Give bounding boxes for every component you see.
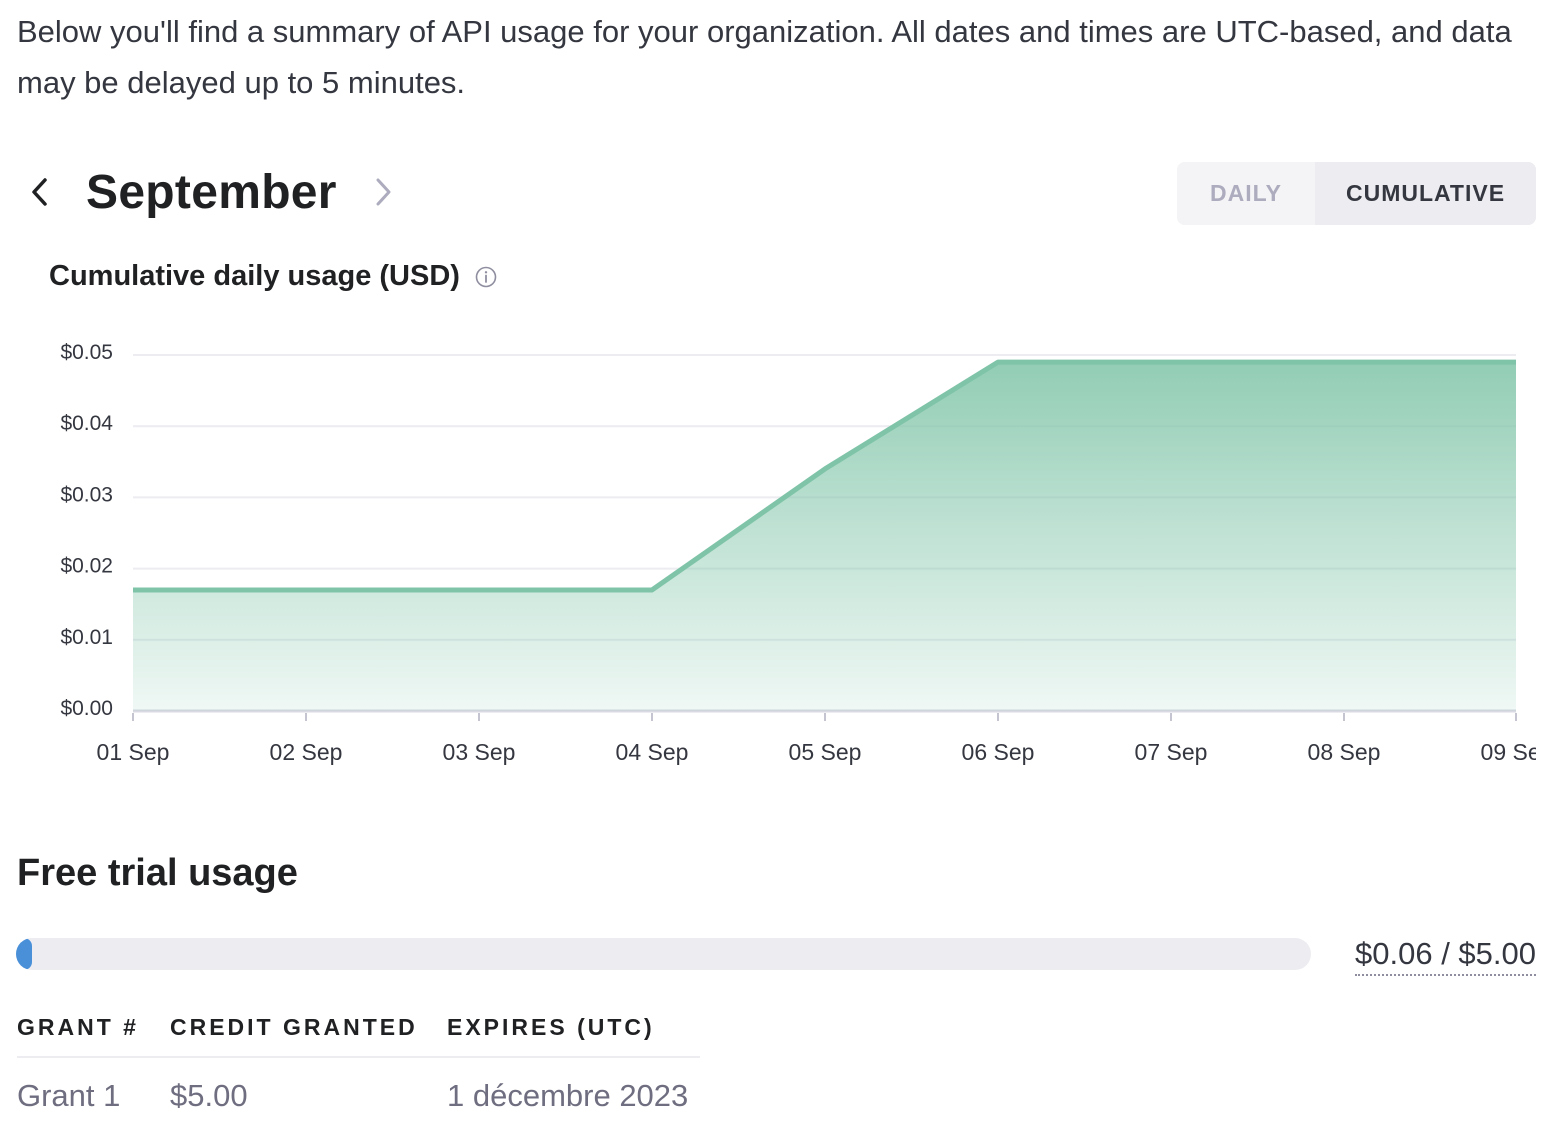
chart-title: Cumulative daily usage (USD) <box>49 260 460 292</box>
x-tick-label: 03 Sep <box>443 739 516 765</box>
month-navigation: September <box>20 160 403 224</box>
y-tick-label: $0.03 <box>60 483 113 506</box>
view-toggle: DAILY CUMULATIVE <box>1177 162 1536 225</box>
y-tick-label: $0.00 <box>60 697 113 720</box>
usage-area <box>133 362 1516 711</box>
free-trial-title: Free trial usage <box>17 852 298 894</box>
grants-table: GRANT # CREDIT GRANTED EXPIRES (UTC) Gra… <box>17 1006 700 1114</box>
column-header-expires: EXPIRES (UTC) <box>447 1006 700 1058</box>
next-month-button[interactable] <box>363 172 403 212</box>
x-tick-label: 07 Sep <box>1135 739 1208 765</box>
grant-expiry: 1 décembre 2023 <box>447 1078 689 1113</box>
free-trial-usage-amount[interactable]: $0.06 / $5.00 <box>1355 936 1536 976</box>
free-trial-progress-fill <box>16 938 32 970</box>
chart-title-row: Cumulative daily usage (USD) <box>49 260 498 293</box>
y-tick-label: $0.01 <box>60 626 113 649</box>
y-tick-label: $0.04 <box>60 412 113 435</box>
free-trial-progress-bar <box>16 938 1311 970</box>
chevron-right-icon <box>376 178 391 206</box>
y-tick-label: $0.05 <box>60 341 113 364</box>
table-row: Grant 1 $5.00 1 décembre 2023 <box>17 1057 700 1114</box>
column-header-grant: GRANT # <box>17 1006 170 1058</box>
cumulative-toggle-button[interactable]: CUMULATIVE <box>1315 162 1536 225</box>
y-tick-label: $0.02 <box>60 555 113 578</box>
grant-name: Grant 1 <box>17 1078 121 1113</box>
chevron-left-icon <box>32 178 47 206</box>
daily-toggle-button[interactable]: DAILY <box>1177 162 1315 225</box>
x-tick-label: 06 Sep <box>962 739 1035 765</box>
usage-description: Below you'll find a summary of API usage… <box>17 14 1512 100</box>
month-title: September <box>86 165 337 219</box>
x-tick-label: 09 Sep <box>1481 739 1536 765</box>
x-tick-label: 08 Sep <box>1308 739 1381 765</box>
column-header-credit-granted: CREDIT GRANTED <box>170 1006 447 1058</box>
grants-header-row: GRANT # CREDIT GRANTED EXPIRES (UTC) <box>17 1006 700 1058</box>
previous-month-button[interactable] <box>20 172 60 212</box>
x-tick-label: 02 Sep <box>270 739 343 765</box>
grant-credit: $5.00 <box>170 1078 248 1113</box>
cumulative-usage-chart: $0.00 $0.01 $0.02 $0.03 $0.04 $0.05 01 Sep 02 S… <box>60 341 1536 765</box>
info-icon[interactable] <box>474 265 498 289</box>
x-tick-label: 01 Sep <box>97 739 170 765</box>
x-tick-label: 05 Sep <box>789 739 862 765</box>
x-tick-label: 04 Sep <box>616 739 689 765</box>
